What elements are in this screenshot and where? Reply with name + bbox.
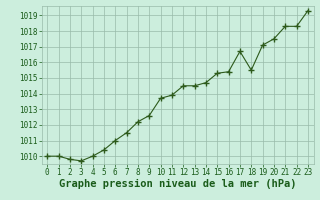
X-axis label: Graphe pression niveau de la mer (hPa): Graphe pression niveau de la mer (hPa) — [59, 179, 296, 189]
